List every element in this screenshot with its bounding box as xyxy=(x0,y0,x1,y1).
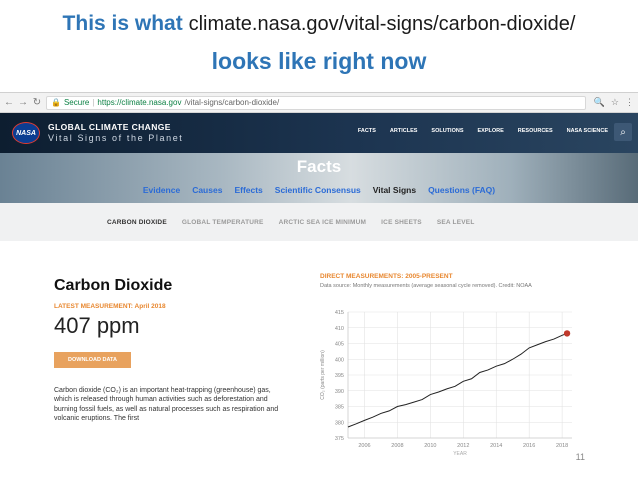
top-nav-solutions[interactable]: SOLUTIONS xyxy=(431,128,464,134)
top-nav-explore[interactable]: EXPLORE xyxy=(477,128,504,134)
y-tick-label: 375 xyxy=(335,436,344,442)
top-nav-resources[interactable]: RESOURCES xyxy=(517,128,553,134)
latest-value-marker xyxy=(563,330,571,337)
x-tick-label: 2012 xyxy=(457,443,469,449)
forward-arrow-icon[interactable]: → xyxy=(18,97,28,108)
y-tick-label: 390 xyxy=(335,389,344,395)
y-tick-label: 405 xyxy=(335,342,344,348)
site-name[interactable]: GLOBAL CLIMATE CHANGE Vital Signs of the… xyxy=(48,121,184,143)
tab-vital-signs[interactable]: Vital Signs xyxy=(372,185,417,195)
url-path: /vital-signs/carbon-dioxide/ xyxy=(184,98,280,107)
subtab-global-temperature[interactable]: GLOBAL TEMPERATURE xyxy=(181,218,264,226)
x-tick-label: 2014 xyxy=(490,443,502,449)
ppm-value: 407 ppm xyxy=(54,313,140,338)
latest-measurement: LATEST MEASUREMENT: April 2018 xyxy=(54,303,166,310)
slide-title-line2: looks like right now xyxy=(211,48,427,74)
page-number: 11 xyxy=(575,452,585,462)
tab-causes[interactable]: Causes xyxy=(192,185,223,195)
y-axis-label: CO₂ (parts per million) xyxy=(320,350,326,400)
hero-title: Facts xyxy=(296,157,342,176)
subtab-ice-sheets[interactable]: ICE SHEETS xyxy=(381,218,422,226)
y-tick-label: 415 xyxy=(335,310,344,316)
top-nav-articles[interactable]: ARTICLES xyxy=(389,128,418,134)
y-tick-label: 410 xyxy=(335,326,344,332)
site-name-line2: Vital Signs of the Planet xyxy=(48,132,184,143)
site-header: NASA GLOBAL CLIMATE CHANGE Vital Signs o… xyxy=(0,113,638,153)
reload-icon[interactable]: ↻ xyxy=(32,97,42,108)
tab-effects[interactable]: Effects xyxy=(234,185,263,195)
address-separator: | xyxy=(92,98,95,107)
main-content: Carbon Dioxide LATEST MEASUREMENT: April… xyxy=(0,241,638,456)
x-axis-label: YEAR xyxy=(453,451,467,456)
y-tick-label: 395 xyxy=(335,373,344,379)
tab-scientific-consensus[interactable]: Scientific Consensus xyxy=(274,185,361,195)
top-nav: FACTS ARTICLES SOLUTIONS EXPLORE RESOURC… xyxy=(358,128,608,134)
slide-title-url: climate.nasa.gov/vital-signs/carbon-diox… xyxy=(188,13,576,35)
chart-subtitle: Data source: Monthly measurements (avera… xyxy=(320,283,532,289)
hero-banner: Facts Evidence Causes Effects Scientific… xyxy=(0,153,638,203)
x-tick-label: 2016 xyxy=(523,443,535,449)
page-title: Carbon Dioxide xyxy=(54,277,173,294)
y-tick-label: 385 xyxy=(335,405,344,411)
x-tick-label: 2018 xyxy=(556,443,568,449)
back-arrow-icon[interactable]: ← xyxy=(4,97,14,108)
download-data-button[interactable]: DOWNLOAD DATA xyxy=(54,352,131,368)
secure-label: Secure xyxy=(63,98,90,107)
x-tick-label: 2008 xyxy=(391,443,403,449)
x-tick-label: 2006 xyxy=(358,443,370,449)
slide-title-bold: This is what xyxy=(62,12,183,35)
description-text: Carbon dioxide (CO₂) is an important hea… xyxy=(54,387,279,423)
subtab-sea-level[interactable]: SEA LEVEL xyxy=(436,218,475,226)
top-nav-nasa-science[interactable]: NASA SCIENCE xyxy=(566,128,608,134)
subtab-arctic-sea-ice-minimum[interactable]: ARCTIC SEA ICE MINIMUM xyxy=(278,218,367,226)
lock-icon: 🔒 xyxy=(51,98,61,107)
y-tick-label: 380 xyxy=(335,420,344,426)
browser-actions: 🔍 ☆ ⋮ xyxy=(590,97,634,108)
hero-tabs: Evidence Causes Effects Scientific Conse… xyxy=(0,185,638,195)
browser-window: ← → ↻ 🔒 Secure | https://climate.nasa.go… xyxy=(0,92,638,456)
star-icon[interactable]: ☆ xyxy=(610,97,619,107)
chart-title: DIRECT MEASUREMENTS: 2005-PRESENT xyxy=(320,273,453,280)
co2-series-line xyxy=(347,332,568,428)
search-icon[interactable]: ⌕ xyxy=(614,123,632,141)
site-name-line1: GLOBAL CLIMATE CHANGE xyxy=(48,121,171,132)
subtabs: CARBON DIOXIDE GLOBAL TEMPERATURE ARCTIC… xyxy=(0,203,638,241)
menu-dots-icon[interactable]: ⋮ xyxy=(625,97,634,107)
x-tick-label: 2010 xyxy=(424,443,436,449)
top-nav-facts[interactable]: FACTS xyxy=(357,128,376,134)
url-host: https://climate.nasa.gov xyxy=(97,98,182,107)
browser-toolbar: ← → ↻ 🔒 Secure | https://climate.nasa.go… xyxy=(0,93,638,113)
nasa-logo[interactable]: NASA xyxy=(12,122,40,144)
co2-chart: 375 380 385 390 395 400 405 410 415 2006 2008 2010 2… xyxy=(320,310,572,456)
y-tick-label: 400 xyxy=(335,357,344,363)
tab-evidence[interactable]: Evidence xyxy=(142,185,181,195)
address-bar[interactable]: 🔒 Secure | https://climate.nasa.gov/vita… xyxy=(46,95,586,110)
subtab-carbon-dioxide[interactable]: CARBON DIOXIDE xyxy=(107,218,167,226)
tab-questions-faq[interactable]: Questions (FAQ) xyxy=(428,185,496,195)
zoom-icon[interactable]: 🔍 xyxy=(593,97,605,107)
slide-title-line1: This is what climate.nasa.gov/vital-sign… xyxy=(0,12,638,36)
